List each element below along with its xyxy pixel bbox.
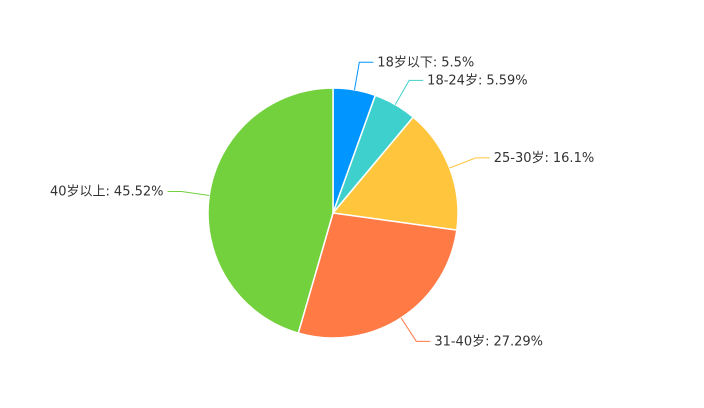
slice-value: 27.29% xyxy=(493,334,543,349)
slice-category: 40岁以上: xyxy=(50,184,110,199)
slice-category: 18岁以下: xyxy=(377,55,437,70)
pie-slice xyxy=(207,87,334,335)
slice-value: 5.59% xyxy=(486,73,527,88)
leader-line xyxy=(449,157,490,169)
slice-category: 31-40岁: xyxy=(434,334,489,349)
leader-line xyxy=(394,79,424,105)
leader-line xyxy=(400,317,431,342)
leader-line xyxy=(167,191,210,196)
slice-label: 18岁以下: 5.5% xyxy=(377,55,474,70)
slice-value: 5.5% xyxy=(441,55,474,70)
slice-label: 31-40岁: 27.29% xyxy=(434,334,543,349)
slice-label: 40岁以上: 45.52% xyxy=(50,184,164,199)
slice-category: 18-24岁: xyxy=(427,73,482,88)
pie-slice xyxy=(331,116,459,231)
slice-category: 25-30岁: xyxy=(494,150,549,165)
slice-label: 25-30岁: 16.1% xyxy=(494,150,594,165)
pie-slice xyxy=(297,212,458,339)
slice-value: 16.1% xyxy=(553,150,594,165)
slice-value: 45.52% xyxy=(114,184,164,199)
leader-line xyxy=(353,61,374,90)
slice-label: 18-24岁: 5.59% xyxy=(427,73,527,88)
